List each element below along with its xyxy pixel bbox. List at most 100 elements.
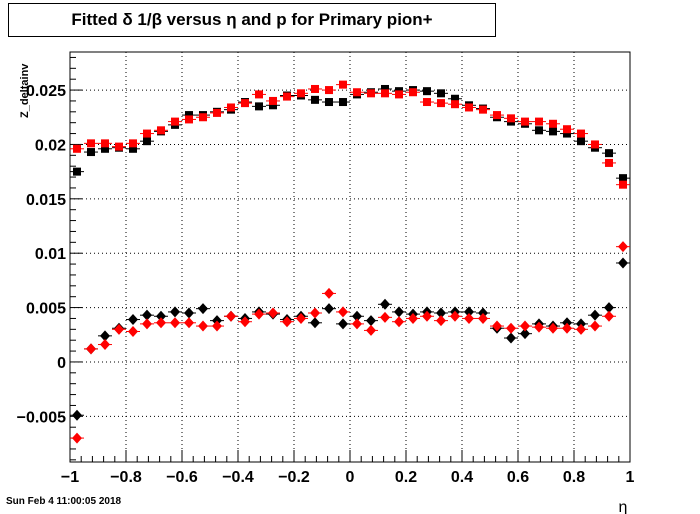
square-marker [297,89,305,98]
square-marker [577,137,585,146]
diamond-marker [170,317,180,329]
square-marker [185,111,193,120]
x-tick-label: 1 [626,469,635,486]
diamond-marker [394,316,404,328]
diamond-marker [282,316,292,328]
y-tick-label: 0.015 [26,192,66,209]
square-marker [535,117,543,126]
square-marker [577,129,585,138]
square-marker [213,108,221,117]
diamond-marker [142,318,152,330]
diamond-marker [268,307,278,319]
square-marker [227,103,235,112]
diamond-marker [352,310,362,322]
square-marker [143,137,151,146]
diamond-marker [548,322,558,334]
square-marker [493,111,501,120]
square-marker [339,98,347,107]
diamond-marker [520,328,530,340]
square-marker [521,117,529,126]
diamond-marker [338,306,348,318]
square-marker [129,139,137,148]
diamond-marker [506,332,516,344]
chart-title-box: Fitted δ 1/β versus η and p for Primary … [8,3,496,37]
square-marker [101,139,109,148]
square-marker [451,94,459,103]
square-marker [73,144,81,153]
x-tick-label: −0.8 [110,469,142,486]
square-marker [115,142,123,151]
diamond-marker [492,320,502,332]
diamond-marker [422,310,432,322]
square-marker [199,113,207,122]
y-axis-title: Z_deltainv [19,63,31,118]
square-marker [437,89,445,98]
diamond-marker [436,315,446,327]
diamond-marker [436,307,446,319]
diamond-marker [296,312,306,324]
diamond-marker [450,310,460,322]
square-marker [269,96,277,105]
diamond-marker [562,322,572,334]
diamond-marker [604,302,614,314]
diamond-marker [618,257,628,269]
square-marker [143,129,151,138]
square-marker [507,114,515,123]
x-tick-label: 0 [346,469,355,486]
square-marker [619,174,627,183]
chart-title: Fitted δ 1/β versus η and p for Primary … [71,10,433,29]
diamond-marker [604,310,614,322]
diamond-marker [590,309,600,321]
square-marker [423,98,431,107]
y-tick-label: 0.02 [35,137,66,154]
x-tick-label: −1 [61,469,79,486]
square-marker [465,103,473,112]
diamond-marker [590,320,600,332]
square-marker [423,87,431,96]
diamond-marker [212,320,222,332]
diamond-marker [114,323,124,335]
square-marker [409,88,417,97]
diamond-marker [464,306,474,318]
diamond-marker [310,307,320,319]
x-axis-title: η [619,499,628,514]
diamond-marker [156,317,166,329]
square-marker [157,126,165,135]
diamond-marker [520,320,530,332]
diamond-marker [506,322,516,334]
diamond-marker [170,306,180,318]
diamond-marker [534,321,544,333]
square-marker [129,144,137,153]
diamond-marker [394,306,404,318]
x-tick-label: −0.6 [166,469,198,486]
diamond-marker [324,287,334,299]
diamond-marker [254,308,264,320]
diamond-marker [72,432,82,444]
square-marker [395,90,403,99]
x-tick-label: 0.8 [563,469,585,486]
square-marker [325,86,333,95]
diamond-marker [618,241,628,253]
diamond-marker [352,318,362,330]
diamond-marker [310,317,320,329]
diamond-marker [86,343,96,355]
diamond-marker [184,307,194,319]
x-tick-label: 0.6 [507,469,529,486]
square-marker [605,149,613,158]
diamond-marker [366,324,376,336]
square-marker [283,92,291,101]
diamond-marker [156,310,166,322]
square-marker [339,80,347,89]
square-marker [353,88,361,97]
diamond-marker [100,330,110,342]
diamond-marker [72,409,82,421]
diamond-marker [184,317,194,329]
diamond-marker [240,316,250,328]
square-marker [437,99,445,108]
timestamp-footer: Sun Feb 4 11:00:05 2018 [6,496,122,507]
square-marker [535,126,543,135]
y-tick-label: −0.005 [17,409,66,426]
diamond-marker [128,325,138,337]
diamond-marker [100,339,110,351]
